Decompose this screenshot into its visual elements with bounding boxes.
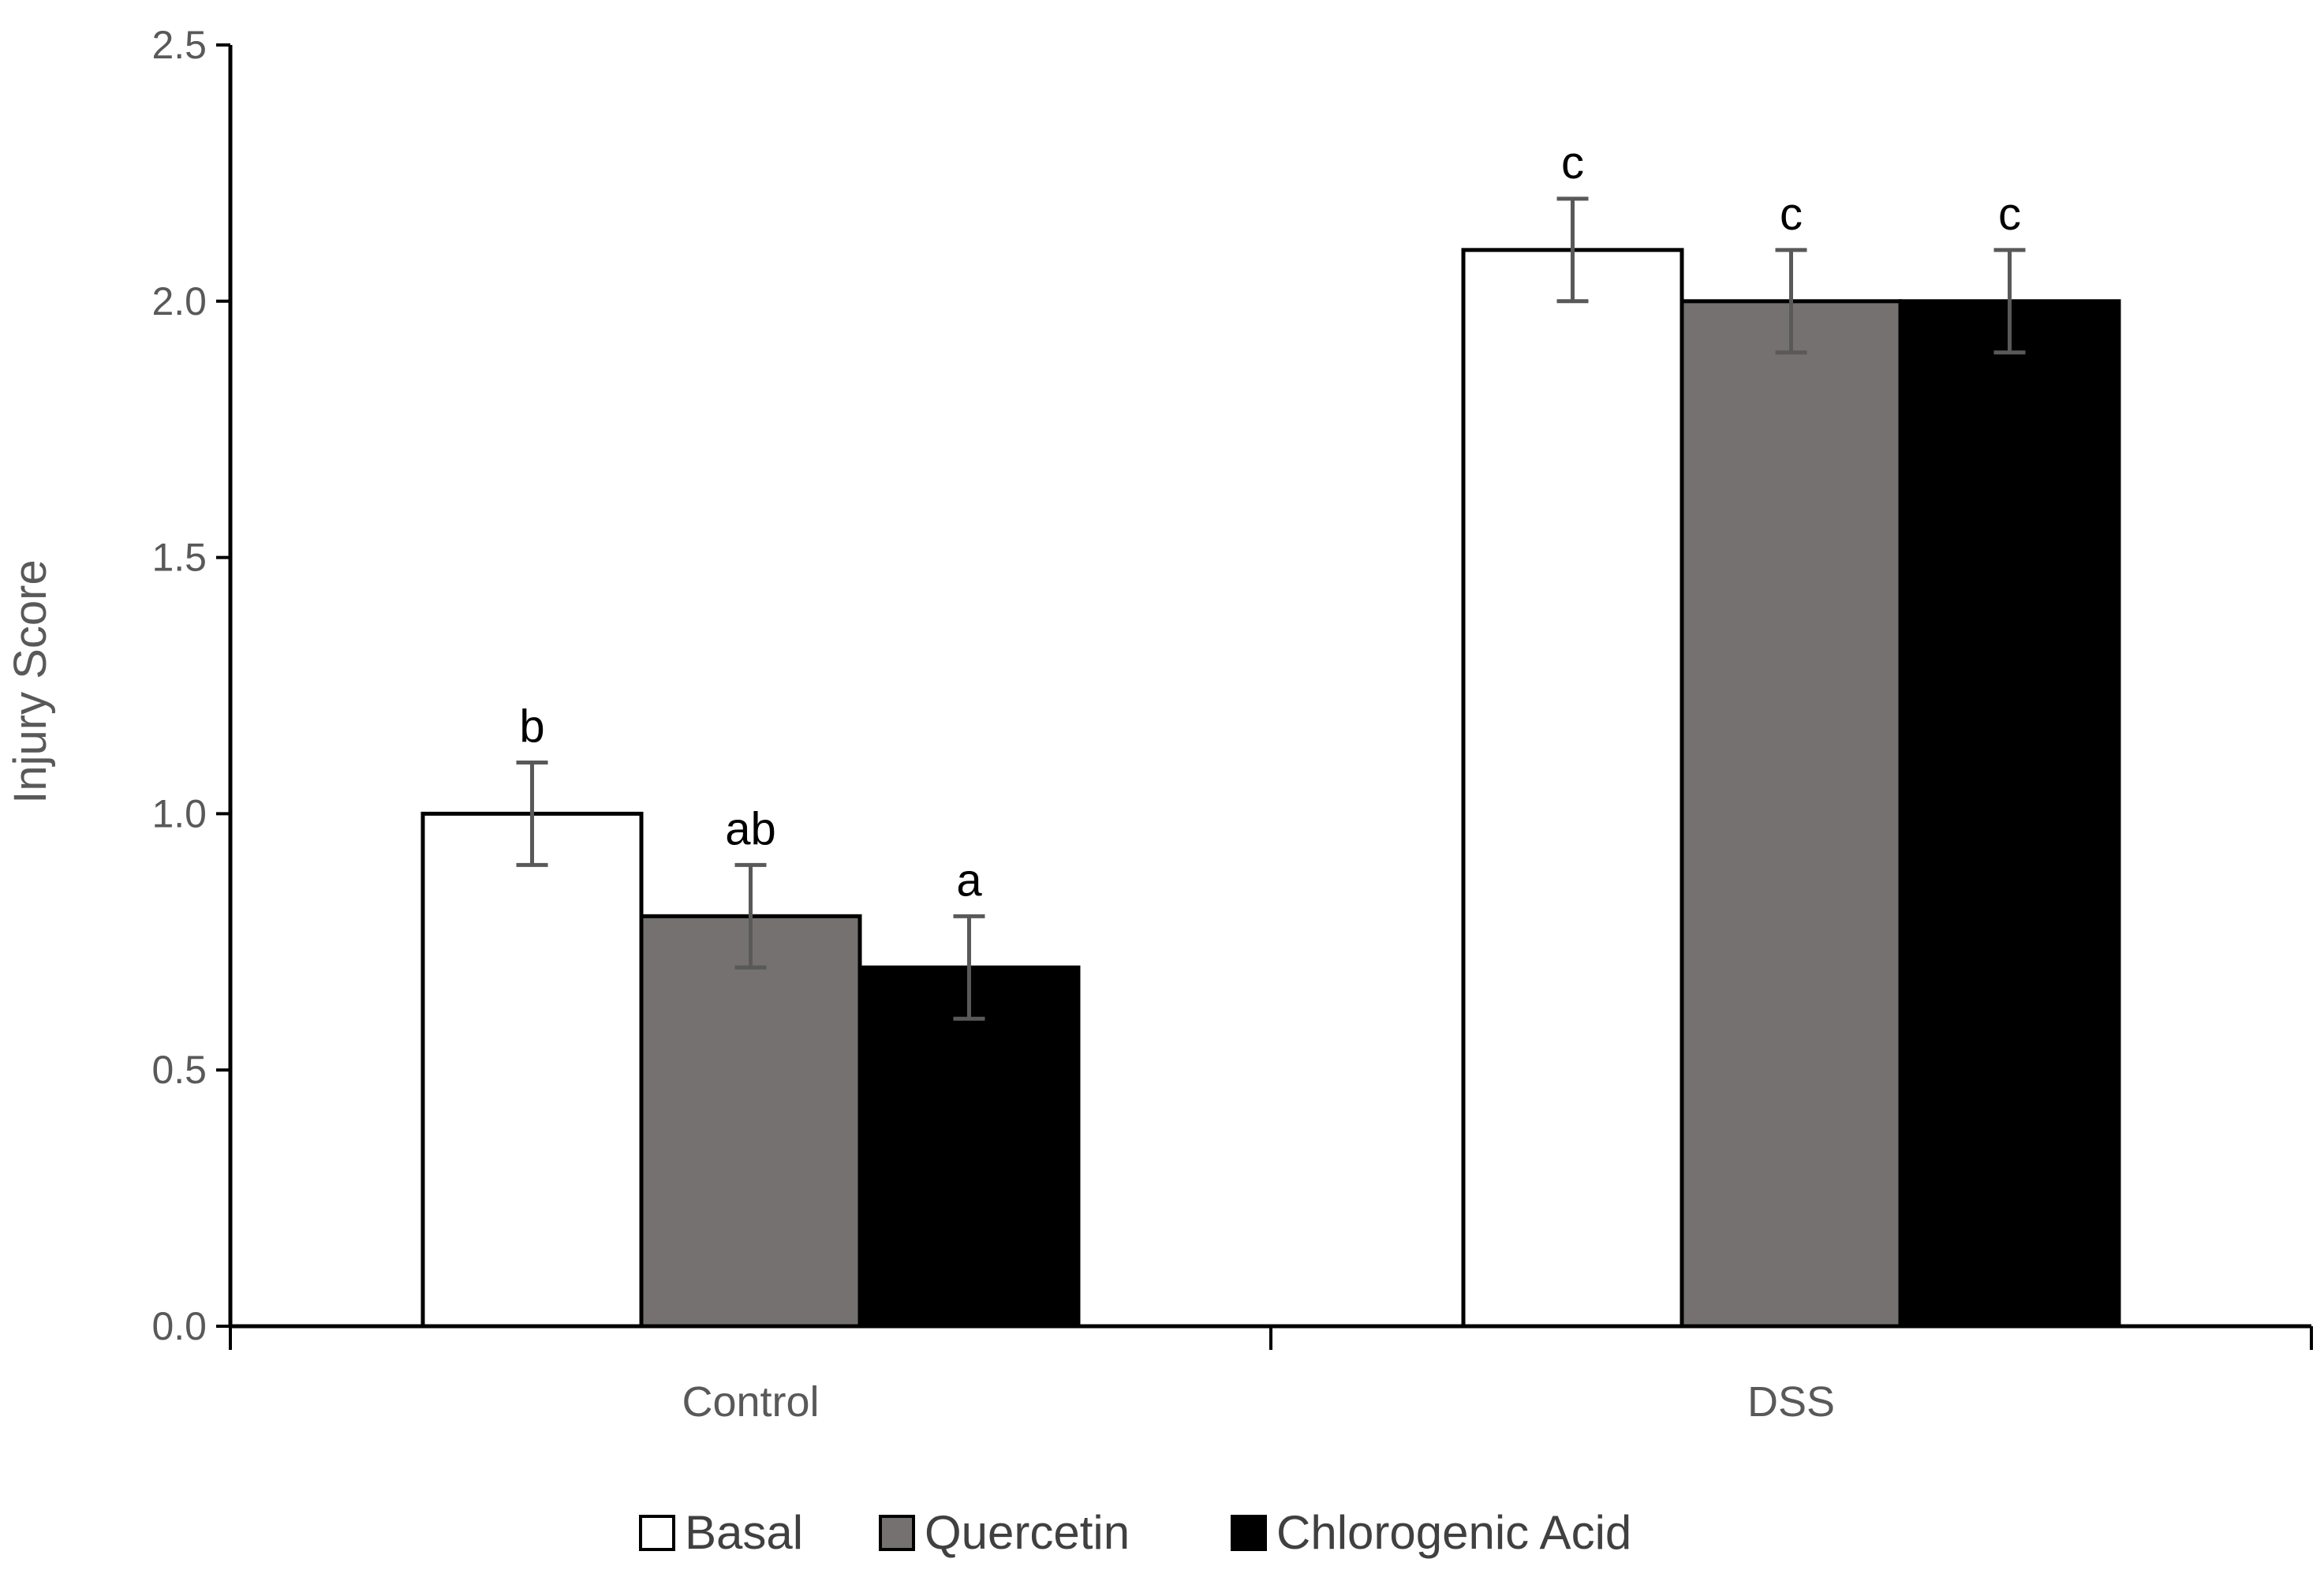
error-bar	[1775, 248, 1807, 355]
legend-item: Basal	[639, 1506, 803, 1559]
y-tick-label: 1.5	[151, 536, 207, 580]
significance-label: a	[956, 854, 982, 906]
x-axis: Control DSS	[229, 1324, 2313, 1426]
error-bar	[516, 760, 548, 867]
legend-label: Basal	[685, 1506, 803, 1559]
y-axis-title: Injury Score	[5, 559, 56, 803]
legend-swatch	[639, 1515, 675, 1551]
bar-quercetin-control	[639, 914, 862, 1329]
legend-swatch	[879, 1515, 915, 1551]
significance-labels: b ab a c c c	[519, 137, 2021, 906]
bar-basal-control	[420, 811, 644, 1329]
y-tick-label: 2.0	[151, 279, 207, 323]
legend-label: Chlorogenic Acid	[1276, 1506, 1631, 1559]
error-bar	[734, 862, 767, 970]
significance-label: c	[1780, 189, 1803, 240]
y-tick-label: 0.5	[151, 1048, 207, 1092]
legend-item: Chlorogenic Acid	[1231, 1506, 1631, 1559]
error-bar	[1556, 196, 1589, 304]
y-tick-label: 2.5	[151, 23, 207, 67]
significance-label: c	[1998, 189, 2021, 240]
x-category-label: Control	[682, 1378, 819, 1426]
significance-label: b	[519, 701, 544, 752]
x-category-label: DSS	[1747, 1378, 1835, 1426]
significance-label: ab	[725, 803, 776, 854]
y-tick-label: 1.0	[151, 791, 207, 835]
error-bars	[516, 196, 2026, 1021]
legend-swatch	[1231, 1515, 1267, 1551]
y-axis: 0.0 0.5 1.0 1.5 2.0 2.5	[151, 23, 233, 1348]
bars	[420, 248, 2121, 1329]
legend-label: Quercetin	[925, 1506, 1130, 1559]
bar-quercetin-dss	[1679, 299, 1903, 1329]
error-bar	[953, 914, 985, 1021]
error-bar	[1993, 248, 2026, 355]
bar-chlorogenic-acid-dss	[1898, 299, 2121, 1329]
legend-item: Quercetin	[879, 1506, 1130, 1559]
significance-label: c	[1561, 137, 1584, 189]
bar-basal-dss	[1461, 248, 1684, 1329]
y-tick-label: 0.0	[151, 1304, 207, 1348]
legend: Basal Quercetin Chlorogenic Acid	[639, 1506, 1631, 1559]
bar-chlorogenic-acid-control	[857, 965, 1081, 1329]
